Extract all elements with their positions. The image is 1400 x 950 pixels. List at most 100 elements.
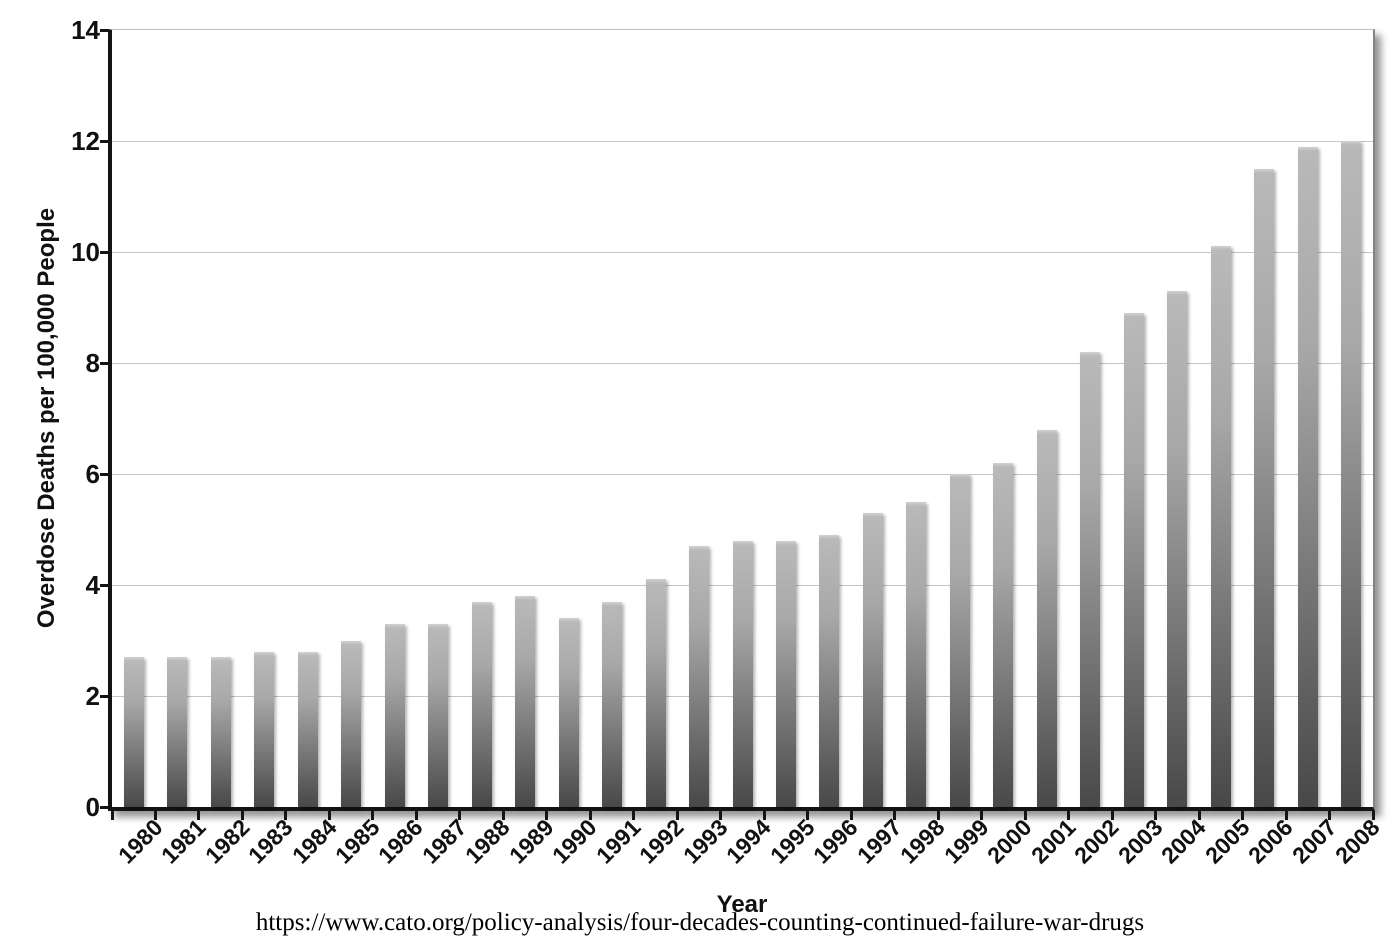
x-tick-mark-9	[501, 811, 505, 820]
x-tick-label-1997: 1997	[851, 814, 907, 869]
x-tick-label-2007: 2007	[1286, 814, 1342, 869]
y-tick-label-4: 4	[85, 570, 100, 600]
bar-1998	[906, 501, 927, 807]
bar-1996	[819, 535, 840, 807]
x-tick-label-1988: 1988	[460, 814, 515, 869]
y-tick-mark-2	[100, 694, 109, 698]
y-tick-mark-0	[100, 805, 109, 809]
bar-2002	[1080, 351, 1101, 807]
y-tick-label-12: 12	[71, 126, 100, 156]
bar-1997	[862, 512, 883, 807]
x-tick-label-1993: 1993	[677, 814, 733, 869]
x-tick-label-2008: 2008	[1330, 814, 1385, 869]
x-tick-mark-20	[980, 811, 984, 820]
x-tick-mark-24	[1154, 811, 1158, 820]
y-tick-label-6: 6	[85, 459, 100, 489]
y-tick-label-14: 14	[71, 15, 100, 45]
x-tick-mark-25	[1197, 811, 1201, 820]
x-tick-label-1983: 1983	[243, 814, 298, 869]
x-tick-label-1980: 1980	[112, 814, 168, 869]
x-tick-mark-3	[240, 811, 244, 820]
y-tick-mark-6	[100, 472, 109, 476]
x-tick-label-1982: 1982	[199, 814, 255, 869]
x-tick-label-1990: 1990	[547, 814, 602, 869]
source-url: https://www.cato.org/policy-analysis/fou…	[255, 909, 1145, 936]
bar-1986	[384, 623, 405, 807]
x-tick-mark-16	[806, 811, 810, 820]
y-tick-mark-4	[100, 583, 109, 587]
bar-1988	[471, 601, 492, 807]
x-tick-label-2001: 2001	[1025, 814, 1081, 869]
bar-2007	[1297, 146, 1318, 807]
x-tick-mark-18	[893, 811, 897, 820]
x-tick-label-1995: 1995	[764, 814, 820, 869]
y-tick-label-8: 8	[85, 348, 100, 378]
y-tick-label-0: 0	[85, 792, 100, 822]
bar-1981	[167, 657, 188, 807]
x-tick-label-1991: 1991	[590, 814, 646, 869]
x-tick-label-2003: 2003	[1112, 814, 1168, 869]
x-tick-mark-19	[936, 811, 940, 820]
bar-1995	[775, 540, 796, 807]
gridline-y-12	[112, 140, 1373, 142]
bar-1982	[210, 657, 231, 807]
x-tick-mark-22	[1067, 811, 1071, 820]
x-tick-label-2002: 2002	[1069, 814, 1124, 869]
bar-1999	[949, 474, 970, 807]
bar-1984	[297, 651, 318, 807]
bar-1993	[689, 546, 710, 807]
bar-1992	[645, 579, 666, 807]
x-tick-label-1985: 1985	[329, 814, 385, 869]
y-tick-mark-14	[100, 28, 109, 32]
x-tick-label-2004: 2004	[1156, 814, 1211, 869]
x-tick-label-1998: 1998	[895, 814, 950, 869]
x-tick-label-1987: 1987	[416, 814, 472, 869]
x-tick-mark-28	[1328, 811, 1332, 820]
x-tick-mark-7	[414, 811, 418, 820]
x-tick-mark-6	[371, 811, 375, 820]
x-tick-label-1984: 1984	[286, 814, 342, 869]
gridline-y-8	[112, 362, 1373, 364]
x-tick-mark-2	[197, 811, 201, 820]
y-tick-label-10: 10	[71, 237, 100, 267]
x-tick-mark-12	[632, 811, 636, 820]
x-tick-mark-27	[1284, 811, 1288, 820]
bar-1989	[515, 596, 536, 807]
x-tick-mark-10	[545, 811, 549, 820]
x-tick-label-1992: 1992	[634, 814, 689, 869]
x-tick-label-2000: 2000	[982, 814, 1037, 869]
x-tick-mark-13	[675, 811, 679, 820]
gridline-y-6	[112, 473, 1373, 475]
x-tick-mark-21	[1023, 811, 1027, 820]
bar-2008	[1341, 141, 1362, 807]
x-axis-title: Year	[716, 891, 768, 918]
bar-1990	[558, 618, 579, 807]
x-tick-label-1986: 1986	[373, 814, 429, 869]
y-tick-mark-8	[100, 361, 109, 365]
x-tick-mark-1	[153, 811, 157, 820]
x-tick-label-2006: 2006	[1243, 814, 1298, 869]
plot-area	[112, 30, 1373, 807]
x-tick-mark-8	[458, 811, 462, 820]
x-tick-label-1999: 1999	[938, 814, 994, 869]
y-axis-title: Overdose Deaths per 100,000 People	[33, 207, 60, 629]
y-tick-mark-10	[100, 250, 109, 254]
x-tick-label-1981: 1981	[156, 814, 211, 869]
bar-1980	[123, 657, 144, 807]
x-tick-label-1994: 1994	[721, 814, 776, 869]
bar-2006	[1254, 168, 1275, 807]
x-tick-mark-23	[1110, 811, 1114, 820]
bar-1983	[254, 651, 275, 807]
bar-2000	[993, 462, 1014, 807]
x-tick-label-2005: 2005	[1199, 814, 1255, 869]
y-tick-label-2: 2	[85, 681, 100, 711]
bar-1991	[602, 601, 623, 807]
x-tick-mark-4	[284, 811, 288, 820]
bar-2003	[1123, 313, 1144, 807]
x-tick-label-1989: 1989	[503, 814, 559, 869]
x-tick-mark-11	[588, 811, 592, 820]
x-tick-mark-15	[762, 811, 766, 820]
x-tick-mark-29	[1371, 811, 1375, 820]
bar-2004	[1167, 290, 1188, 807]
